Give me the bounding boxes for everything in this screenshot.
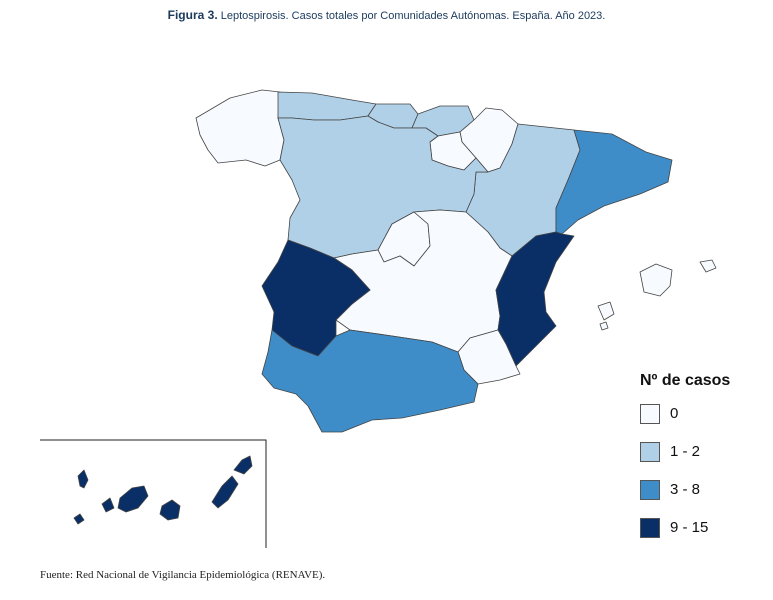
region-cataluna — [555, 129, 673, 235]
legend-label: 3 - 8 — [670, 481, 701, 498]
legend-label: 9 - 15 — [670, 519, 709, 536]
legend-title: Nº de casos — [640, 372, 731, 389]
canarias-inset — [40, 439, 267, 548]
region-asturias — [277, 91, 377, 121]
legend-item: 1 - 2 — [640, 442, 730, 480]
figure-title: Leptospirosis. Casos totales por Comunid… — [220, 10, 606, 22]
legend-swatch — [640, 404, 660, 424]
legend-swatch — [640, 442, 660, 462]
figure-label: Figura 3. — [167, 8, 218, 22]
legend-swatch — [640, 480, 660, 500]
legend-item: 9 - 15 — [640, 518, 730, 556]
map-legend: Nº de casos 0 1 - 2 3 - 8 9 - 15 — [640, 372, 730, 556]
legend-swatch — [640, 518, 660, 538]
region-canarias — [73, 455, 253, 525]
region-andalucia — [261, 329, 479, 433]
legend-item: 3 - 8 — [640, 480, 730, 518]
legend-label: 0 — [670, 405, 679, 422]
region-valenciana — [495, 231, 575, 367]
region-galicia — [195, 89, 285, 167]
legend-item: 0 — [640, 404, 730, 442]
choropleth-map — [40, 89, 717, 548]
region-illes-balears — [597, 259, 717, 331]
figure-caption: Figura 3. Leptospirosis. Casos totales p… — [0, 8, 773, 22]
legend-label: 1 - 2 — [670, 443, 701, 460]
source-note: Fuente: Red Nacional de Vigilancia Epide… — [40, 569, 326, 581]
